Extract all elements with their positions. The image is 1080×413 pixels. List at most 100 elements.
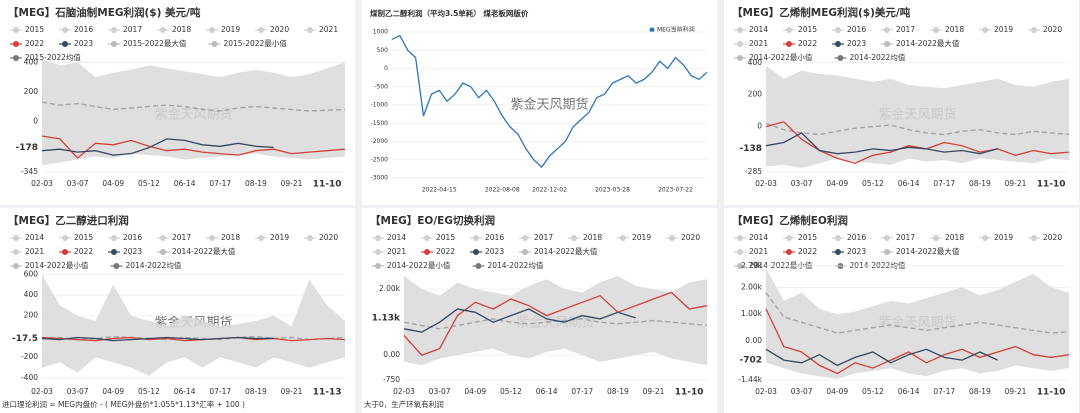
legend-dot — [522, 249, 528, 255]
y-tick-label: -345 — [21, 167, 38, 176]
legend-dot — [160, 235, 166, 241]
series-line — [41, 135, 346, 159]
legend-label: 2021 — [319, 25, 338, 34]
legend-label: 2019 — [270, 233, 289, 242]
y-tick-label: 1.00k — [741, 309, 763, 318]
legend-dot — [13, 263, 19, 269]
y-tick-label: 200 — [24, 311, 39, 320]
x-tick-label: 09-21 — [281, 179, 303, 188]
legend-label: 2016 — [847, 25, 866, 34]
legend-label: 2016 — [847, 233, 866, 242]
x-tick-label: 06-14 — [174, 387, 196, 396]
x-tick-label: 02-03 — [755, 179, 777, 188]
legend-dot — [669, 235, 675, 241]
legend-label: 2020 — [1043, 25, 1062, 34]
legend-dot — [1031, 27, 1037, 33]
series-line — [403, 291, 708, 356]
legend-dot — [835, 249, 841, 255]
current-label-bg — [364, 311, 402, 324]
x-tick-label: 2022-08-08 — [485, 187, 520, 194]
legend-label: 2015 — [25, 25, 44, 34]
legend-dot — [111, 235, 117, 241]
legend-label: MEG当前利润 — [657, 26, 695, 34]
legend-label: 2021 — [387, 247, 406, 256]
legend-dot — [111, 27, 117, 33]
y-tick-label: -1000 — [371, 102, 389, 109]
legend-label: 2015 — [798, 233, 817, 242]
x-tick-label: 05-12 — [138, 179, 160, 188]
current-label: -17.5 — [12, 334, 38, 344]
legend-dot — [737, 55, 743, 61]
legend-label: 2017 — [896, 233, 915, 242]
y-tick-label: 0 — [757, 122, 762, 131]
x-tick-label: 08-19 — [969, 179, 991, 188]
legend-dot — [982, 235, 988, 241]
legend-dot — [13, 55, 19, 61]
x-tick-label: 02-03 — [31, 387, 53, 396]
legend-dot — [884, 235, 890, 241]
y-tick-label: -1.44k — [738, 375, 762, 384]
legend-label: 2023 — [74, 39, 93, 48]
legend-dot — [884, 27, 890, 33]
legend-dot — [62, 27, 68, 33]
x-tick-label: 04-09 — [826, 387, 848, 396]
current-label: 1.13k — [372, 313, 401, 323]
y-tick-label: 400 — [748, 58, 763, 67]
x-tick-label: 03-07 — [67, 387, 89, 396]
legend-label: 2016 — [485, 233, 504, 242]
legend-dot — [737, 263, 743, 269]
legend-label: 2014 — [749, 25, 768, 34]
x-tick-label: 02-03 — [393, 387, 415, 396]
legend-dot — [522, 235, 528, 241]
legend-label: 2018 — [945, 233, 964, 242]
legend-label: 2023 — [123, 247, 142, 256]
x-tick-label: 02-03 — [755, 387, 777, 396]
legend-label: 2014-2022均值 — [487, 260, 543, 270]
legend-label: 2017 — [534, 233, 553, 242]
watermark: 紫金天风期货 — [510, 97, 588, 113]
legend-dot — [13, 41, 19, 47]
legend-label: 2019 — [994, 233, 1013, 242]
legend-label: 2015 — [798, 25, 817, 34]
legend-dot — [835, 235, 841, 241]
legend-dot — [209, 27, 215, 33]
current-label-bg — [2, 332, 40, 345]
series-line — [41, 138, 274, 156]
legend-dot — [473, 235, 479, 241]
range-band — [42, 59, 345, 166]
legend-label: 2020 — [1043, 233, 1062, 242]
legend-dot — [620, 235, 626, 241]
y-tick-label: 0 — [384, 65, 388, 72]
x-tick-label: 08-19 — [245, 387, 267, 396]
x-tick-label: 2023-07-22 — [658, 187, 693, 194]
x-tick-label: 06-14 — [898, 387, 920, 396]
legend-dot — [211, 41, 218, 47]
legend-dot — [933, 27, 939, 33]
legend-label: 2014-2022均值 — [125, 260, 181, 270]
legend-label: 2023 — [847, 247, 866, 256]
series-line — [765, 308, 1070, 375]
legend-dot — [424, 235, 430, 241]
y-tick-label: 500 — [377, 47, 389, 54]
panel: 【MEG】石脑油制MEG利润($) 美元/吨 2015 2016 2017 2018 20… — [0, 0, 355, 205]
x-tick-label: 05-12 — [862, 387, 884, 396]
panel: 【MEG】乙烯制EO利润 2014 2015 2016 2017 2018 2019 2020… — [724, 208, 1079, 413]
legend-label: 2014-2022最大值 — [896, 38, 960, 48]
y-tick-label: -750 — [383, 375, 400, 384]
current-label: -702 — [739, 356, 762, 366]
legend-label: 2021 — [25, 247, 44, 256]
x-tick-label: 09-21 — [643, 387, 665, 396]
legend-label: 2023 — [485, 247, 504, 256]
x-tick-label: 07-17 — [933, 387, 955, 396]
x-tick-label: 2023-03-28 — [595, 187, 630, 194]
series-line — [765, 348, 998, 367]
mean-line — [765, 292, 1070, 334]
y-tick-label: -500 — [374, 83, 388, 90]
current-label: -138 — [739, 144, 762, 154]
footnote: 进口理论利润 = MEG内盘价 - ( MEG外盘价*1.055*1.13*汇率… — [2, 399, 245, 409]
x-tick-label: 11-10 — [675, 388, 704, 398]
y-tick-label: -2000 — [371, 138, 389, 145]
legend-label: 2015-2022最大值 — [123, 38, 187, 48]
legend-dot — [113, 263, 120, 269]
legend-dot — [837, 55, 844, 61]
